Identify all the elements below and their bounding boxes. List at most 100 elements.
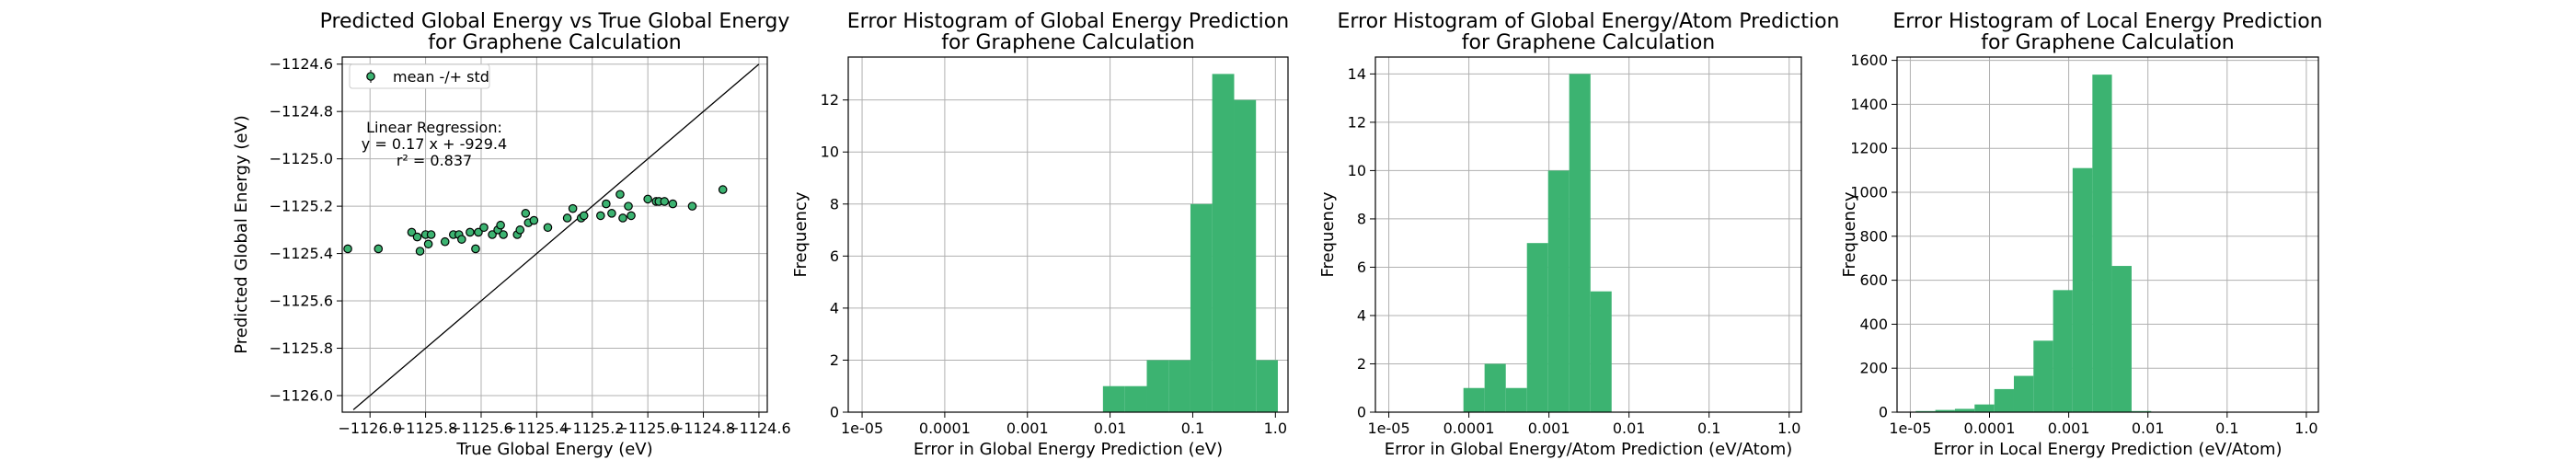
- x-axis-label: Error in Global Energy Prediction (eV): [914, 440, 1223, 459]
- data-point: [596, 211, 605, 221]
- y-tick-label: 1400: [1850, 96, 1888, 113]
- x-tick-label: −1126.0: [339, 420, 402, 437]
- histogram-bar: [1463, 387, 1485, 412]
- y-tick-label: 6: [830, 247, 839, 265]
- histogram-bar: [1547, 170, 1570, 412]
- y-tick-label: 12: [821, 91, 839, 109]
- annotation-line: r² = 0.837: [397, 152, 472, 169]
- y-tick-label: 6: [1357, 259, 1366, 276]
- y-tick-label: 400: [1859, 316, 1888, 333]
- y-tick-label: 4: [1357, 306, 1366, 324]
- chart-panel-2: 1e-05 0.0001 0.001 0.01 0.1 1.0 0 2 4 6 8 10 12 Error…: [791, 10, 1289, 459]
- histogram-bar: [2013, 375, 2034, 412]
- x-tick-label: 0.0001: [919, 420, 971, 437]
- histogram-bar: [1124, 385, 1147, 412]
- x-tick-label: 1e-05: [1889, 420, 1931, 437]
- x-axis-label: True Global Energy (eV): [455, 440, 652, 459]
- data-point: [529, 215, 539, 225]
- y-axis: −1126.0 −1125.8 −1125.6 −1125.4 −1125.2 −1125…: [270, 55, 342, 404]
- histogram-bar: [1994, 388, 2014, 412]
- histogram-bar: [1256, 360, 1278, 412]
- data-point: [499, 230, 508, 239]
- legend-box: [349, 63, 490, 89]
- y-tick-label: −1125.4: [270, 245, 333, 262]
- x-tick-label: 0.1: [2215, 420, 2238, 437]
- data-point: [627, 211, 636, 221]
- y-tick-label: 0: [1357, 404, 1366, 421]
- histogram-bar: [1234, 99, 1257, 413]
- y-axis: 0 2 4 6 8 10 12: [821, 91, 848, 421]
- x-tick-label: 0.01: [2132, 420, 2165, 437]
- histogram-bar: [1954, 408, 1975, 412]
- y-tick-label: 1000: [1850, 183, 1888, 201]
- chart-subtitle: for Graphene Calculation: [941, 31, 1194, 54]
- annotation-line: y = 0.17 x + -929.4: [362, 135, 507, 153]
- axes-frame: [341, 56, 768, 413]
- y-axis-label: Frequency: [1840, 191, 1859, 277]
- y-tick-label: −1125.8: [270, 339, 333, 357]
- data-point: [643, 194, 652, 204]
- x-tick-label: 0.0001: [1443, 420, 1495, 437]
- x-axis: 1e-05 0.0001 0.001 0.01 0.1 1.0: [1367, 412, 1800, 437]
- histogram-bar: [1190, 203, 1213, 412]
- y-tick-label: 4: [830, 299, 839, 316]
- y-tick-label: 1200: [1850, 140, 1888, 157]
- y-tick-label: −1124.8: [270, 103, 333, 121]
- chart-panel-1: −1126.0 −1125.8 −1125.6 −1125.4 −1125.2 −1125…: [232, 10, 791, 459]
- histogram-bar: [2092, 75, 2112, 413]
- x-tick-label: 0.001: [1528, 420, 1570, 437]
- y-axis-label: Frequency: [1318, 191, 1338, 277]
- axes-frame: [1896, 56, 2319, 413]
- y-tick-label: 8: [1357, 210, 1366, 227]
- y-tick-label: 10: [821, 144, 839, 161]
- y-tick-label: −1125.2: [270, 198, 333, 215]
- chart-title: Predicted Global Energy vs True Global E…: [320, 10, 790, 33]
- x-tick-label: 0.01: [1094, 420, 1127, 437]
- histogram-bar: [1146, 360, 1169, 412]
- histogram-bar: [2053, 290, 2073, 412]
- histogram-bar: [1974, 404, 1995, 412]
- y-tick-label: −1125.6: [270, 293, 333, 310]
- x-tick-label: 0.001: [2048, 420, 2090, 437]
- legend: mean -/+ std: [349, 63, 490, 89]
- data-point: [624, 201, 633, 211]
- x-tick-label: 0.1: [1181, 420, 1204, 437]
- data-point: [718, 185, 728, 194]
- data-point: [488, 230, 497, 239]
- y-tick-label: 10: [1348, 162, 1366, 179]
- chart-subtitle: for Graphene Calculation: [1981, 31, 2234, 54]
- x-tick-label: 0.0001: [1964, 420, 2016, 437]
- histogram-bar: [1212, 74, 1235, 412]
- data-point: [374, 244, 384, 254]
- data-point: [515, 225, 525, 235]
- x-axis: 1e-05 0.0001 0.001 0.01 0.1 1.0: [841, 412, 1287, 437]
- data-point: [496, 220, 505, 230]
- histogram-bar: [2033, 340, 2053, 412]
- data-point: [579, 211, 589, 221]
- y-axis: 0 2 4 6 8 10 12 14: [1348, 65, 1375, 421]
- x-tick-label: 1.0: [1777, 420, 1800, 437]
- chart-subtitle: for Graphene Calculation: [1462, 31, 1715, 54]
- legend-label: mean -/+ std: [393, 68, 489, 86]
- y-tick-label: 600: [1859, 271, 1888, 289]
- data-point: [412, 232, 422, 242]
- x-tick-label: 1.0: [1264, 420, 1287, 437]
- data-point: [562, 213, 572, 223]
- histogram-bars: [1463, 74, 1612, 412]
- y-tick-label: −1126.0: [270, 386, 333, 404]
- y-tick-label: 200: [1859, 360, 1888, 377]
- y-tick-label: 8: [830, 195, 839, 213]
- data-point: [521, 209, 531, 218]
- x-tick-label: −1124.6: [727, 420, 790, 437]
- identity-line: [352, 63, 760, 410]
- y-tick-label: 14: [1348, 65, 1366, 83]
- data-point: [543, 223, 553, 233]
- x-tick-label: 0.1: [1697, 420, 1720, 437]
- x-axis-label: Error in Local Energy Prediction (eV/Ato…: [1933, 440, 2282, 459]
- y-axis: 0 200 400 600 800 1000 1200 1400 1600: [1850, 52, 1897, 421]
- axes-frame: [1374, 56, 1802, 413]
- data-point: [615, 190, 625, 200]
- x-tick-label: −1125.4: [505, 420, 569, 437]
- y-tick-label: −1124.6: [270, 55, 333, 73]
- y-tick-label: 2: [1357, 355, 1366, 373]
